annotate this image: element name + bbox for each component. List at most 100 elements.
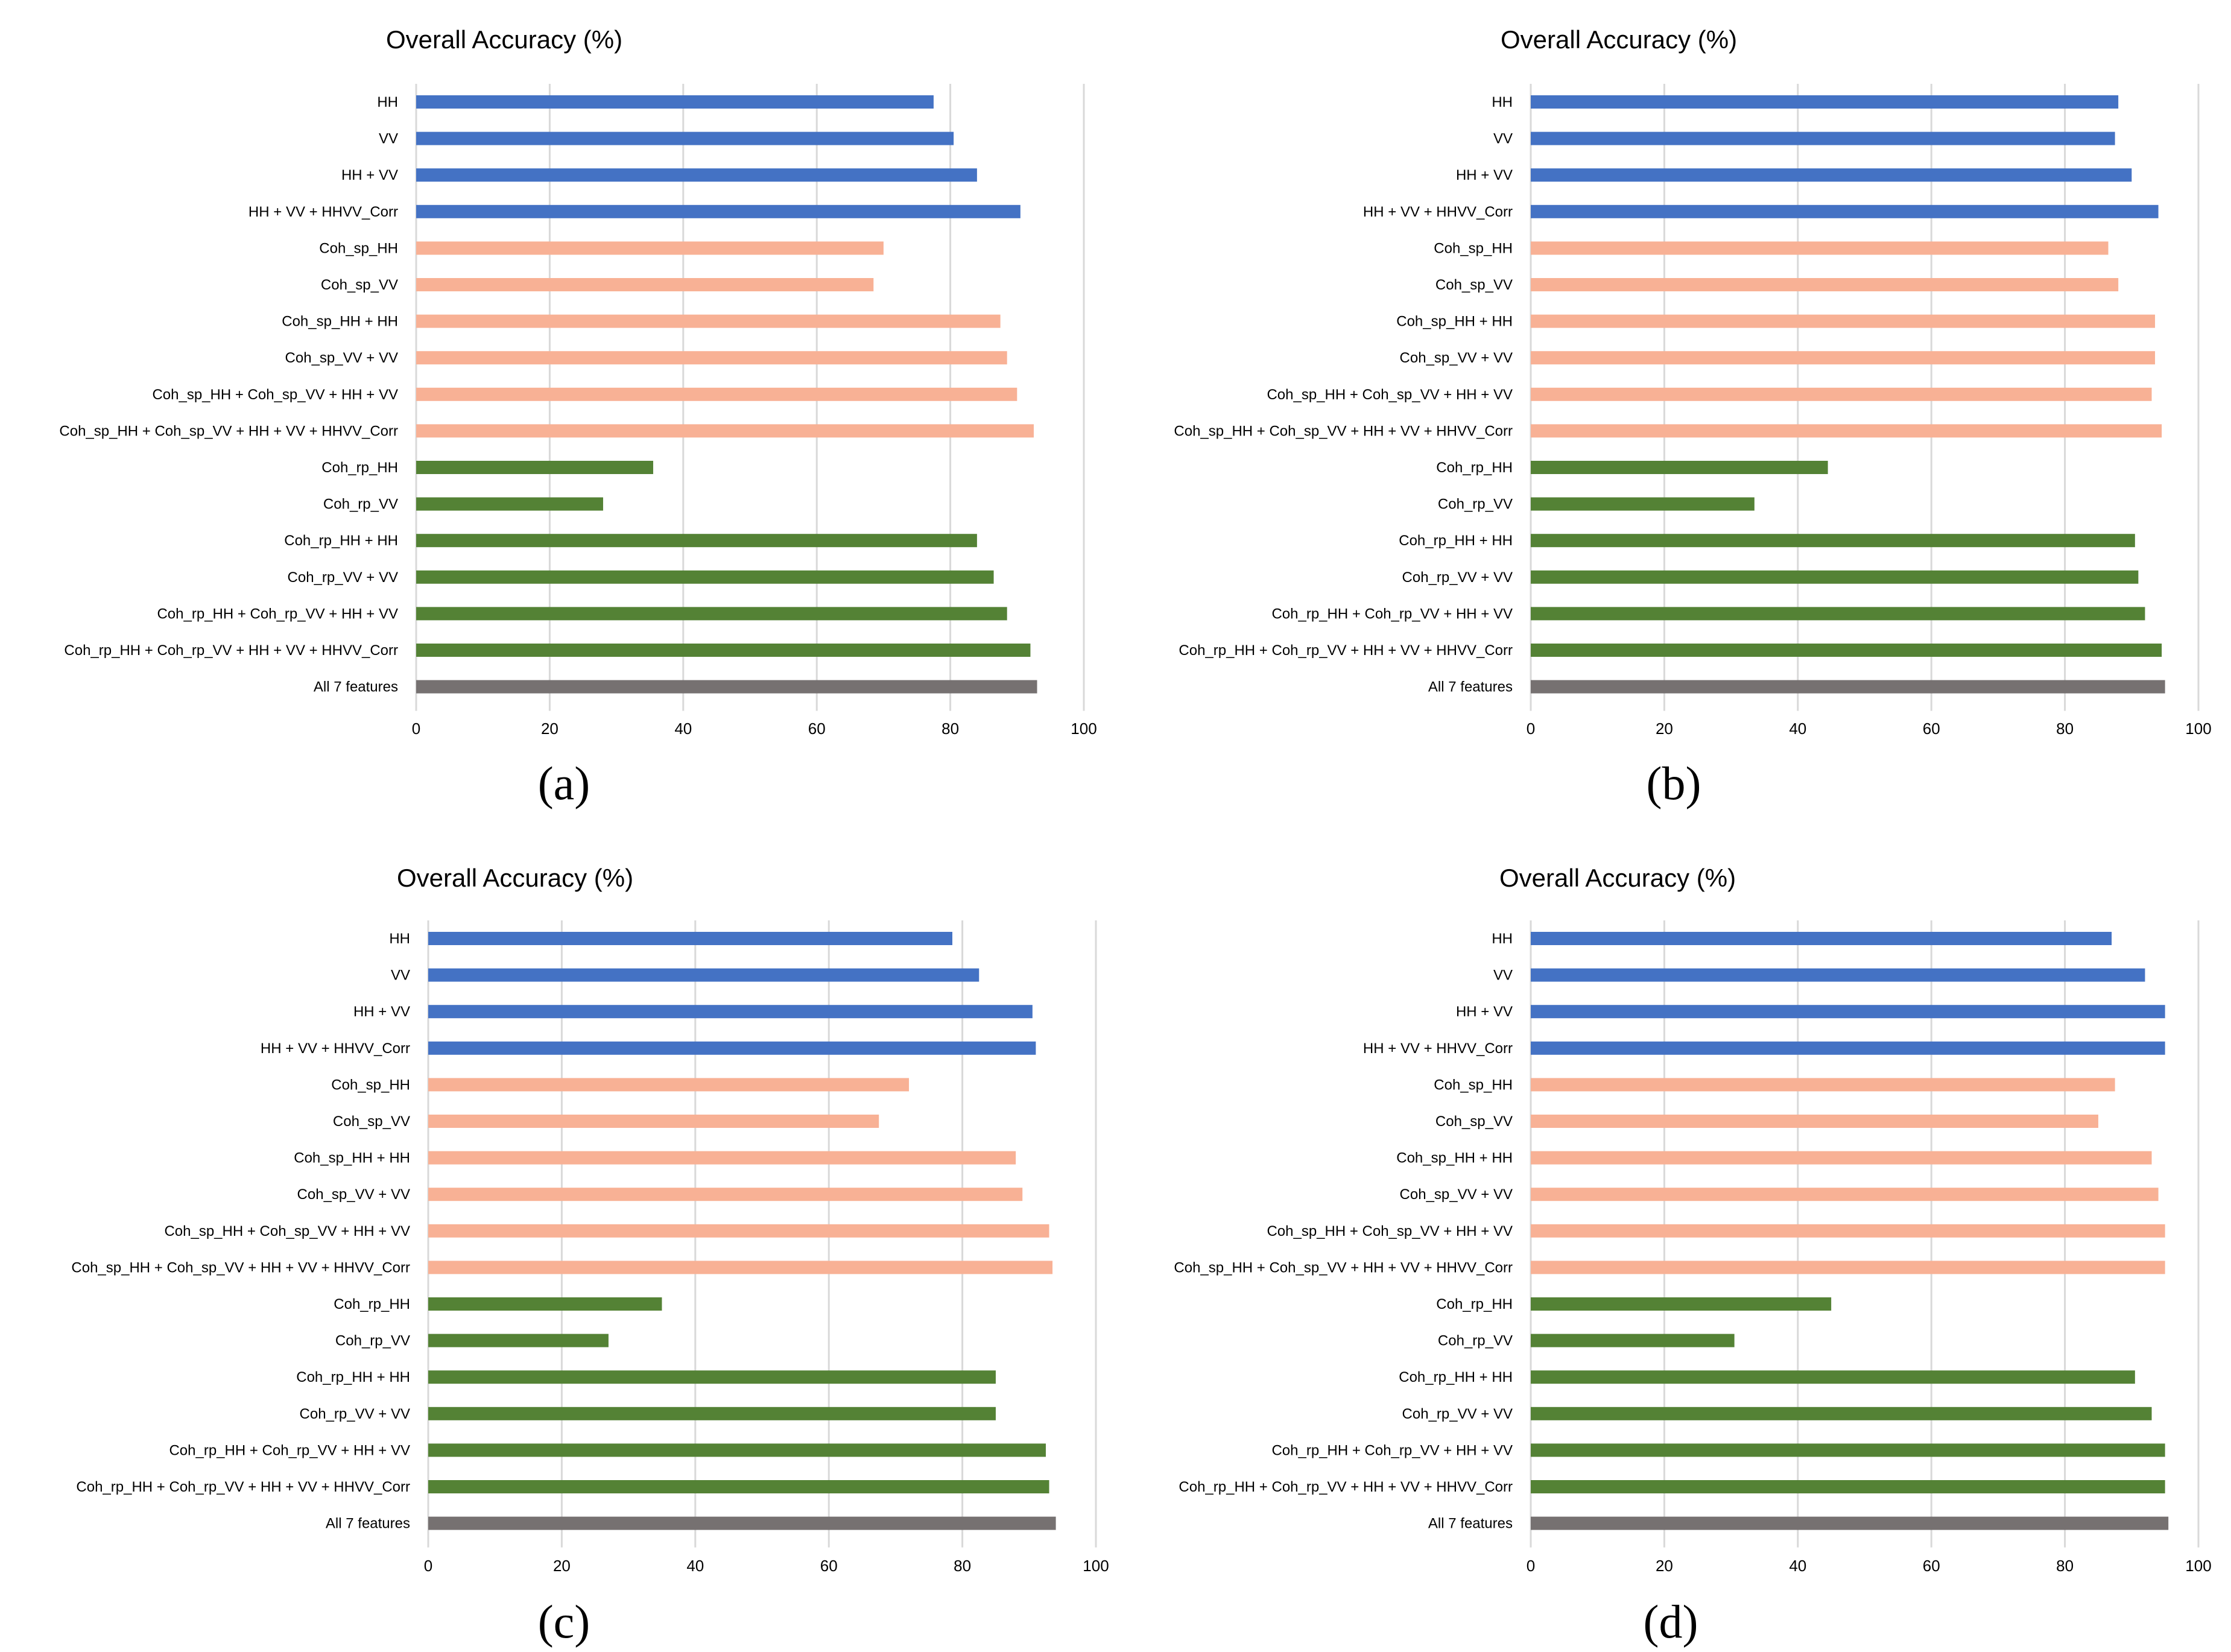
category-label: HH + VV + HHVV_Corr (248, 204, 398, 220)
category-label: All 7 features (1428, 1516, 1513, 1532)
category-label: HH (389, 931, 410, 947)
category-label: HH + VV + HHVV_Corr (1363, 1040, 1513, 1057)
bar (1531, 1297, 1832, 1311)
bar (416, 644, 1031, 657)
category-label: Coh_rp_VV (1438, 1333, 1513, 1349)
bar (1531, 278, 2119, 291)
bar (428, 1297, 662, 1311)
bar (1531, 314, 2156, 328)
bar (428, 1078, 910, 1092)
bar (1531, 1407, 2152, 1420)
x-tick-label: 40 (1789, 1557, 1806, 1575)
bar (428, 932, 952, 945)
x-tick-label: 100 (1071, 720, 1097, 738)
bar (1531, 1005, 2165, 1019)
category-label: Coh_rp_HH (1436, 1296, 1513, 1312)
category-label: Coh_rp_HH + Coh_rp_VV + HH + VV (169, 1442, 410, 1458)
category-label: Coh_rp_VV + VV (300, 1406, 410, 1422)
category-label: Coh_sp_VV + VV (285, 350, 398, 366)
bar (416, 680, 1037, 694)
x-tick-label: 60 (1923, 720, 1940, 738)
bar (1531, 1115, 2098, 1128)
category-label: HH + VV (1456, 1004, 1513, 1020)
category-label: Coh_rp_HH + Coh_rp_VV + HH + VV (1271, 1442, 1513, 1458)
x-tick-label: 40 (674, 720, 692, 738)
category-label: Coh_rp_HH + Coh_rp_VV + HH + VV (157, 606, 398, 622)
bar (416, 607, 1007, 621)
category-label: All 7 features (326, 1516, 410, 1532)
category-label: Coh_sp_VV (1435, 277, 1513, 293)
category-label: Coh_sp_HH + HH (1396, 314, 1513, 330)
category-label: VV (391, 967, 410, 984)
bar (428, 1041, 1036, 1055)
category-label: Coh_sp_VV (321, 277, 398, 293)
x-tick-label: 0 (412, 720, 420, 738)
panel-label: (d) (1644, 1595, 1698, 1648)
bar (1531, 424, 2162, 438)
x-tick-label: 0 (1527, 1557, 1535, 1575)
bar (428, 1005, 1033, 1019)
bar (1531, 95, 2119, 109)
category-label: HH (1492, 931, 1513, 947)
category-label: Coh_sp_HH + Coh_sp_VV + HH + VV (152, 387, 398, 403)
bar (1531, 607, 2145, 621)
panel-label: (b) (1647, 757, 1701, 809)
bar (1531, 351, 2156, 365)
chart-title: Overall Accuracy (%) (386, 25, 622, 54)
category-label: Coh_rp_HH + HH (284, 533, 398, 549)
bar (428, 1516, 1056, 1530)
category-label: Coh_sp_HH + HH (1396, 1150, 1513, 1166)
category-label: Coh_rp_VV + VV (288, 569, 398, 586)
x-tick-label: 40 (686, 1557, 704, 1575)
x-tick-label: 100 (2185, 1557, 2211, 1575)
chart-title: Overall Accuracy (%) (1499, 864, 1736, 892)
bar (416, 131, 954, 145)
bar (1531, 1224, 2165, 1238)
bar (1531, 461, 1828, 474)
category-label: Coh_sp_VV + VV (1400, 350, 1513, 366)
bar (428, 1370, 996, 1384)
x-tick-label: 0 (1527, 720, 1535, 738)
bar (1531, 204, 2159, 218)
bar (428, 1224, 1049, 1238)
category-label: Coh_rp_HH + Coh_rp_VV + HH + VV (1271, 606, 1513, 622)
bar (428, 1151, 1016, 1165)
category-label: Coh_rp_VV + VV (1402, 569, 1513, 586)
category-label: Coh_sp_HH + Coh_sp_VV + HH + VV + HHVV_C… (71, 1259, 410, 1276)
bar (428, 1443, 1046, 1457)
chart-panel-b: 0 20 40 60 80 100 Overall Accuracy (%) HH VV HH +… (1174, 25, 2211, 809)
bar (416, 461, 653, 474)
category-label: Coh_sp_VV + VV (297, 1186, 410, 1203)
bar (1531, 1261, 2165, 1274)
category-label: HH + VV + HHVV_Corr (1363, 204, 1513, 220)
bar (1531, 1480, 2165, 1493)
category-label: HH (1492, 94, 1513, 110)
category-label: Coh_rp_HH + Coh_rp_VV + HH + VV + HHVV_C… (1179, 642, 1513, 659)
bar (1531, 131, 2115, 145)
category-label: Coh_sp_HH + Coh_sp_VV + HH + VV + HHVV_C… (1174, 423, 1513, 439)
bar (416, 204, 1021, 218)
category-label: HH + VV (341, 167, 398, 183)
category-label: Coh_rp_VV (335, 1333, 410, 1349)
category-label: All 7 features (1428, 679, 1513, 695)
category-label: Coh_sp_HH + HH (282, 314, 398, 330)
bar (1531, 497, 1755, 511)
bar (1531, 241, 2109, 255)
x-tick-label: 0 (424, 1557, 432, 1575)
category-label: Coh_sp_HH (319, 240, 398, 256)
category-label: Coh_rp_HH + HH (1399, 533, 1513, 549)
category-label: Coh_sp_HH + Coh_sp_VV + HH + VV + HHVV_C… (59, 423, 398, 439)
bar (1531, 387, 2152, 401)
category-label: HH + VV (1456, 167, 1513, 183)
category-label: HH + VV (353, 1004, 410, 1020)
bar (1531, 968, 2145, 982)
category-label: Coh_sp_VV (333, 1113, 410, 1130)
bar (428, 1115, 879, 1128)
bar (416, 168, 977, 182)
bar (416, 351, 1007, 365)
category-label: Coh_rp_HH + HH (296, 1369, 410, 1385)
category-label: Coh_sp_HH (331, 1077, 410, 1093)
category-label: Coh_sp_HH + Coh_sp_VV + HH + VV (1267, 387, 1513, 403)
category-label: Coh_rp_HH (321, 460, 398, 476)
